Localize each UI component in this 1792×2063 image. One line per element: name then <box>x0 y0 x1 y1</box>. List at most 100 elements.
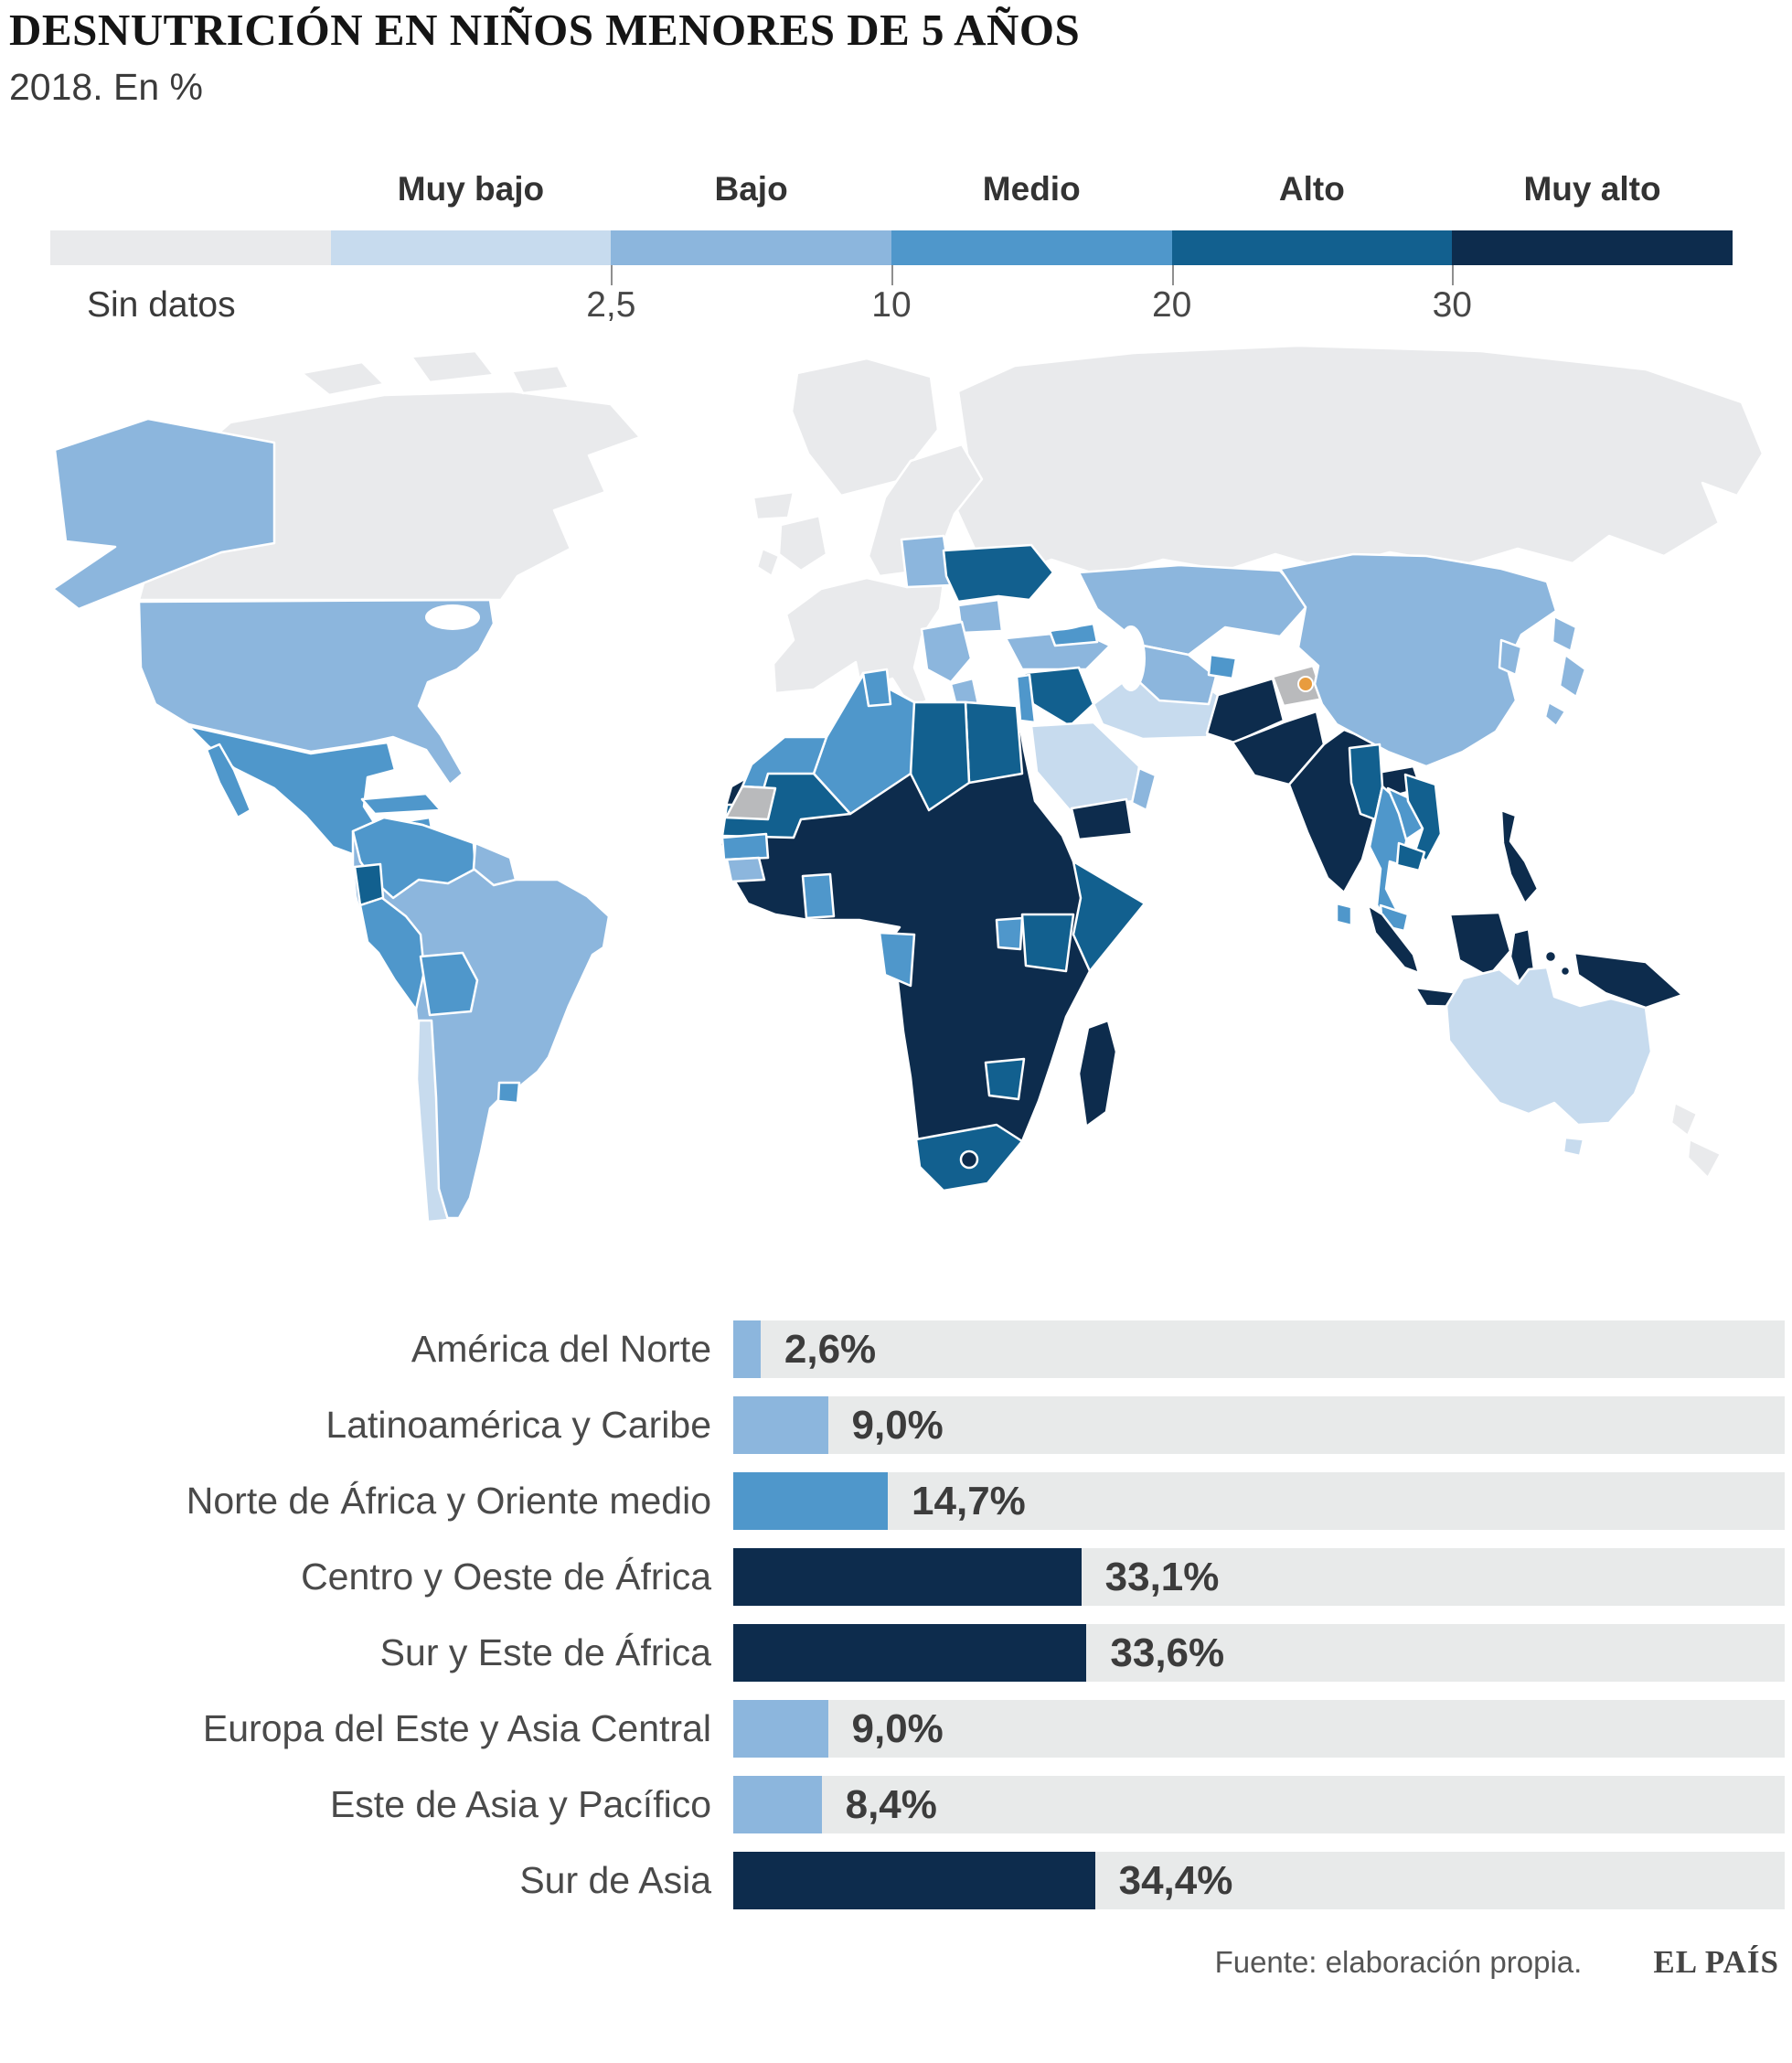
great-lakes <box>425 604 480 630</box>
map-region-korea <box>1498 638 1523 677</box>
footer: Fuente: elaboración propia. EL PAÍS <box>1215 1944 1779 1981</box>
brand-logo: EL PAÍS <box>1653 1944 1779 1980</box>
map-region-moluccas <box>1543 949 1558 964</box>
bar-row-label: Sur y Este de África <box>379 1631 711 1673</box>
world-choropleth-map <box>0 274 1792 1299</box>
map-region-tajikistan <box>1207 653 1238 680</box>
legend-segment-alto <box>1171 230 1453 265</box>
map-region-guyanas <box>472 841 517 887</box>
bar-row-label: Europa del Este y Asia Central <box>202 1707 711 1749</box>
bar-row-label: Latinoamérica y Caribe <box>325 1404 711 1446</box>
legend-spacer <box>50 170 331 216</box>
legend-category-labels: Muy bajo Bajo Medio Alto Muy alto <box>50 170 1733 216</box>
legend-tick <box>1452 265 1455 285</box>
map-region-somalia <box>1072 860 1147 973</box>
map-region-zimbabwe <box>984 1057 1026 1101</box>
map-region-usa <box>137 598 496 786</box>
map-region-uruguay <box>496 1081 521 1105</box>
map-region-papua-new-guinea <box>1573 951 1684 1010</box>
map-region-scandinavia <box>867 443 984 578</box>
map-region-israel-jordan <box>1015 673 1037 724</box>
map-region-japan <box>1543 700 1567 728</box>
map-region-australia <box>1445 966 1653 1127</box>
map-region-arctic-islands <box>510 364 571 395</box>
bar-row-track <box>733 1320 1785 1378</box>
map-region-japan <box>1558 653 1587 699</box>
map-region-arctic-islands <box>300 360 386 397</box>
bar-row-value: 14,7% <box>912 1479 1026 1523</box>
legend-segment-muy_alto <box>1452 230 1733 265</box>
map-region-guinea <box>725 856 766 883</box>
no-data-label: Sin datos <box>87 285 236 325</box>
bar-row-fill <box>733 1852 1095 1909</box>
bar-row: Este de Asia y Pacífico 8,4% <box>0 1776 1792 1833</box>
bar-row-label: Centro y Oeste de África <box>301 1555 711 1598</box>
map-region-alaska <box>51 417 276 611</box>
map-region-kazakhstan <box>1077 563 1311 657</box>
map-region-new-zealand <box>1686 1138 1723 1180</box>
legend-threshold-20: 20 <box>1151 285 1192 325</box>
map-region-sumatra <box>1366 903 1421 975</box>
kashmir-conflict-marker <box>1297 676 1314 692</box>
bar-row: Centro y Oeste de África 33,1% <box>0 1548 1792 1606</box>
map-region-cambodia <box>1395 841 1426 872</box>
bar-row-fill <box>733 1624 1087 1682</box>
color-legend: Muy bajo Bajo Medio Alto Muy alto Sin datos … <box>50 170 1733 327</box>
bar-row-track <box>733 1396 1785 1454</box>
legend-label-medio: Medio <box>982 170 1081 208</box>
map-region-gabon-congo <box>878 931 916 988</box>
bar-row-value: 34,4% <box>1118 1858 1233 1903</box>
map-region-iceland <box>752 490 795 521</box>
map-region-tasmania <box>1562 1136 1585 1158</box>
page-subtitle: 2018. En % <box>9 66 203 108</box>
bar-row-value: 9,0% <box>851 1403 944 1448</box>
map-region-sri-lanka <box>1335 902 1353 927</box>
bar-row: Sur de Asia 34,4% <box>0 1852 1792 1909</box>
region-bar-chart: América del Norte 2,6% Latinoamérica y C… <box>0 1320 1792 1928</box>
map-region-ukraine <box>942 543 1055 604</box>
bar-row-value: 33,1% <box>1104 1555 1220 1599</box>
bar-row-label: Sur de Asia <box>519 1859 711 1901</box>
map-region-senegal <box>720 832 770 861</box>
map-region-yemen <box>1070 797 1134 841</box>
map-region-borneo <box>1448 911 1512 978</box>
map-region-moluccas <box>1559 965 1572 978</box>
bar-row-track <box>733 1700 1785 1758</box>
bar-row-value: 9,0% <box>851 1706 944 1751</box>
bar-row-fill <box>733 1396 828 1454</box>
legend-ticks <box>50 265 1733 285</box>
bar-row-label: América del Norte <box>411 1328 711 1370</box>
map-region-japan <box>1551 615 1578 653</box>
map-region-romania <box>956 598 1004 635</box>
map-region-baltics-poland <box>900 534 953 589</box>
bar-row-label: Norte de África y Oriente medio <box>186 1480 711 1522</box>
map-region-new-zealand <box>1669 1101 1699 1138</box>
map-region-arctic-islands <box>410 349 496 384</box>
legend-segment-sin_datos <box>50 230 331 265</box>
map-region-kenya <box>1020 913 1075 973</box>
map-region-united-kingdom <box>777 514 828 572</box>
legend-threshold-numbers: Sin datos 2,5 10 20 30 <box>50 285 1733 327</box>
bar-row-track <box>733 1776 1785 1833</box>
map-region-peru <box>358 896 426 1011</box>
legend-threshold-30: 30 <box>1432 285 1473 325</box>
black-sea <box>1008 598 1095 631</box>
bar-row: Europa del Este y Asia Central 9,0% <box>0 1700 1792 1758</box>
map-region-western-sahara <box>724 785 777 821</box>
bar-row: Norte de África y Oriente medio 14,7% <box>0 1472 1792 1530</box>
map-region-cuba <box>360 792 443 816</box>
bar-row-value: 8,4% <box>845 1782 937 1827</box>
bar-row-label: Este de Asia y Pacífico <box>329 1783 711 1825</box>
legend-tick <box>891 265 893 285</box>
bar-row-fill <box>733 1776 822 1833</box>
bar-row: América del Norte 2,6% <box>0 1320 1792 1378</box>
map-region-saudi-arabia <box>1029 721 1141 812</box>
map-region-ghana <box>801 872 836 920</box>
legend-color-bar <box>50 230 1733 265</box>
legend-segment-muy_bajo <box>330 230 612 265</box>
legend-segment-bajo <box>611 230 892 265</box>
bar-row-fill <box>733 1700 828 1758</box>
caspian-sea <box>1116 625 1146 691</box>
map-region-china <box>1278 552 1558 768</box>
bar-row-value: 2,6% <box>784 1327 877 1372</box>
